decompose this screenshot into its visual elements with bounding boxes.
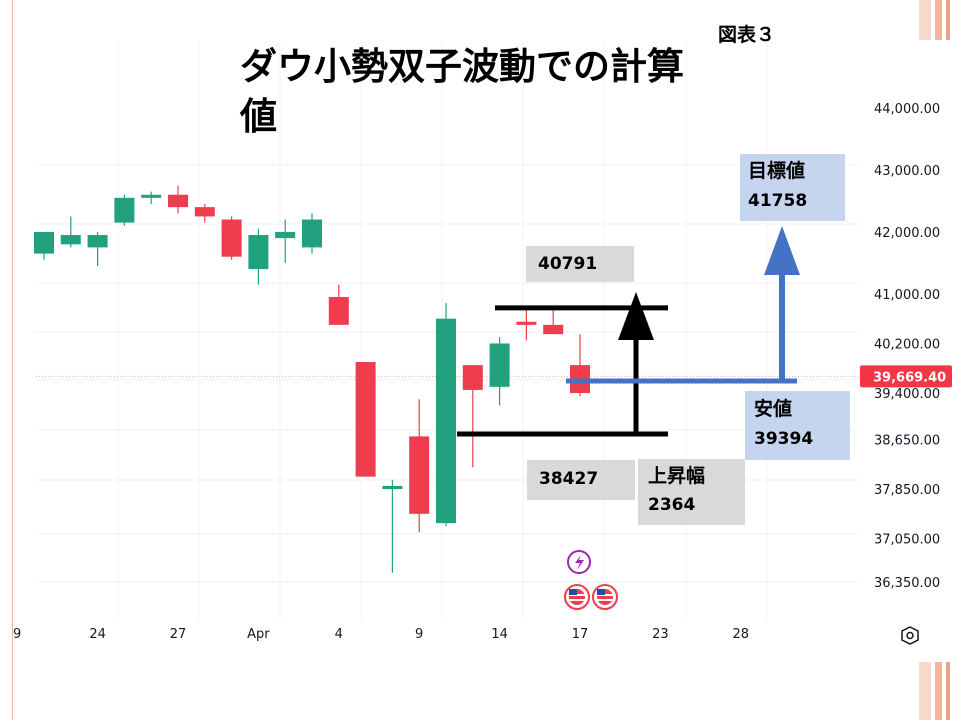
candle-body	[516, 321, 537, 325]
x-tick-label: 9	[13, 627, 21, 642]
figure-label: 図表３	[718, 24, 776, 46]
slide-title: ダウ小勢双子波動での計算値	[240, 45, 684, 138]
x-tick-label: 27	[170, 627, 187, 642]
candle-body	[141, 194, 162, 198]
candle-body	[34, 231, 54, 254]
target-value: 41758	[748, 191, 808, 211]
candle-body	[60, 235, 81, 245]
candle-body	[355, 362, 376, 477]
candle-body	[87, 235, 108, 248]
target-box: 目標値 41758	[740, 154, 845, 221]
candle-body	[409, 436, 430, 514]
settings-icon-center	[906, 631, 914, 640]
candle-body	[489, 343, 510, 387]
us-flag-stripe	[597, 599, 613, 601]
low-label: 安値	[754, 398, 793, 420]
y-tick-label: 42,000.00	[874, 226, 940, 241]
candle-body	[328, 296, 349, 325]
y-tick-label: 41,000.00	[874, 288, 940, 303]
x-tick-label: 9	[415, 627, 423, 642]
x-tick-label: Apr	[247, 627, 270, 642]
us-flag-canton	[569, 589, 577, 595]
candle-body	[275, 231, 296, 239]
x-tick-label: 4	[335, 627, 343, 642]
y-tick-label: 40,200.00	[874, 337, 940, 352]
y-tick-label: 43,000.00	[874, 164, 940, 179]
settings-icon	[901, 626, 919, 645]
rise-value: 2364	[648, 495, 696, 515]
candle-body	[382, 485, 403, 490]
x-tick-label: 23	[652, 627, 669, 642]
x-tick-label: 24	[89, 627, 106, 642]
x-tick-label: 17	[572, 627, 589, 642]
candle-body	[543, 324, 564, 335]
candle-body	[248, 235, 269, 270]
candle-body	[436, 318, 456, 524]
y-tick-label: 37,850.00	[874, 483, 940, 498]
rise-arrow-head	[618, 292, 654, 340]
bottom-line-value-box: 38427	[527, 460, 635, 500]
candle-body	[462, 365, 483, 390]
us-flag-stripe	[569, 599, 585, 601]
rise-label: 上昇幅	[648, 465, 706, 487]
y-tick-label: 39,400.00	[874, 387, 940, 402]
target-label: 目標値	[748, 160, 806, 182]
current-price-tag	[860, 365, 952, 388]
current-price-label: 39,669.40	[873, 370, 946, 385]
lightning-bolt-icon	[575, 555, 584, 570]
x-tick-label: 28	[733, 627, 750, 642]
top-line-value-box: 40791	[526, 246, 634, 282]
rise-box: 上昇幅 2364	[638, 459, 745, 525]
y-tick-label: 44,000.00	[874, 102, 940, 117]
candle-body	[221, 219, 242, 257]
y-tick-label: 36,350.00	[874, 576, 940, 591]
x-tick-label: 14	[491, 627, 508, 642]
y-tick-label: 38,650.00	[874, 433, 940, 448]
top-line-value: 40791	[538, 254, 598, 274]
y-tick-label: 37,050.00	[874, 533, 940, 548]
candle-body	[302, 219, 322, 248]
slide-border-left	[12, 0, 13, 720]
target-arrow-head	[764, 226, 800, 275]
candle-body	[114, 197, 135, 223]
bottom-line-value: 38427	[539, 469, 599, 489]
low-box: 安値 39394	[745, 391, 850, 460]
low-value: 39394	[754, 429, 814, 449]
candle-body	[194, 207, 215, 217]
candle-body	[168, 194, 188, 208]
us-flag-canton	[597, 589, 605, 595]
